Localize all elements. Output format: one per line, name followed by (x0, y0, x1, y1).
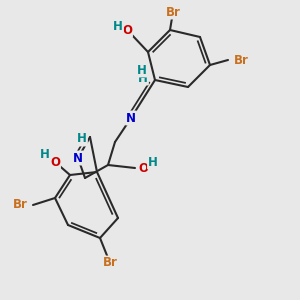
Text: H: H (40, 148, 50, 160)
Text: O: O (138, 161, 148, 175)
Text: O: O (50, 155, 60, 169)
Text: Br: Br (103, 256, 117, 269)
Text: Br: Br (166, 5, 180, 19)
Text: H: H (77, 133, 87, 146)
Text: H: H (138, 71, 148, 85)
Text: O: O (122, 23, 132, 37)
Text: Br: Br (13, 199, 28, 212)
Text: H: H (137, 64, 147, 76)
Text: H: H (113, 20, 123, 32)
Text: Br: Br (234, 53, 249, 67)
Text: N: N (126, 112, 136, 124)
Text: N: N (73, 152, 83, 164)
Text: H: H (148, 155, 158, 169)
